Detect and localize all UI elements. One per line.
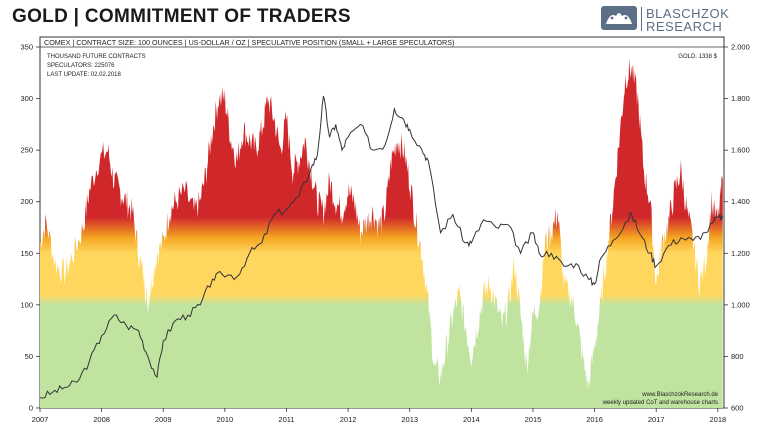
x-tick-label: 2016 bbox=[586, 415, 603, 424]
right-axis: 600 800 1.000 1.200 1.400 1.600 1.800 2.000 bbox=[724, 43, 750, 413]
left-tick-label: 250 bbox=[20, 146, 33, 155]
x-axis: 2007 2008 2009 2010 2011 2012 2013 2014 2015 2016… bbox=[32, 408, 726, 424]
brand-logo: BLASCHZOK RESEARCH bbox=[600, 4, 760, 34]
x-tick-label: 2017 bbox=[648, 415, 665, 424]
right-tick-label: 1.600 bbox=[731, 146, 750, 155]
right-tick-label: 1.000 bbox=[731, 300, 750, 309]
brand-name-line2: RESEARCH bbox=[646, 19, 723, 34]
left-tick-label: 50 bbox=[25, 352, 33, 361]
brand-name-line1: BLASCHZOK bbox=[646, 6, 730, 21]
left-tick-label: 200 bbox=[20, 197, 33, 206]
x-tick-label: 2011 bbox=[278, 415, 294, 424]
info-line3: LAST UPDATE: 02.02.2018 bbox=[47, 72, 121, 78]
footer-tagline: weekly updated CoT and warehouse charts bbox=[602, 400, 718, 406]
x-tick-label: 2013 bbox=[401, 415, 418, 424]
x-tick-label: 2010 bbox=[217, 415, 234, 424]
x-tick-label: 2014 bbox=[463, 415, 480, 424]
right-tick-label: 1.400 bbox=[731, 197, 750, 206]
x-tick-label: 2015 bbox=[525, 415, 542, 424]
left-tick-label: 350 bbox=[20, 43, 33, 52]
left-tick-label: 0 bbox=[29, 404, 33, 413]
speculator-area bbox=[40, 58, 723, 408]
x-tick-label: 2012 bbox=[340, 415, 357, 424]
x-tick-label: 2018 bbox=[709, 415, 726, 424]
footer-url: www.BlaschzokResearch.de bbox=[641, 392, 718, 398]
right-tick-label: 2.000 bbox=[731, 43, 750, 52]
info-line1: THOUSAND FUTURE CONTRACTS bbox=[47, 54, 146, 60]
left-axis: 0 50 100 150 200 250 300 350 bbox=[20, 43, 40, 413]
gold-price-label: GOLD: 1338 $ bbox=[678, 54, 717, 60]
left-tick-label: 100 bbox=[20, 300, 33, 309]
left-tick-label: 300 bbox=[20, 94, 33, 103]
right-tick-label: 1.200 bbox=[731, 249, 750, 258]
chart-subtitle: COMEX | CONTRACT SIZE: 100 OUNCES | US-D… bbox=[44, 38, 454, 47]
gold-price-path bbox=[40, 95, 724, 399]
x-tick-label: 2009 bbox=[155, 415, 172, 424]
x-tick-label: 2008 bbox=[93, 415, 110, 424]
bull-bear-icon bbox=[601, 6, 637, 30]
gold-price-line bbox=[40, 95, 724, 399]
speculators-area bbox=[40, 58, 723, 408]
chart-title: GOLD | COMMITMENT OF TRADERS bbox=[12, 6, 351, 27]
info-line2: SPECULATORS: 225076 bbox=[47, 63, 115, 69]
right-tick-label: 600 bbox=[731, 404, 744, 413]
left-tick-label: 150 bbox=[20, 249, 33, 258]
brand-divider bbox=[641, 7, 642, 31]
right-tick-label: 1.800 bbox=[731, 94, 750, 103]
x-tick-label: 2007 bbox=[32, 415, 49, 424]
right-tick-label: 800 bbox=[731, 352, 744, 361]
